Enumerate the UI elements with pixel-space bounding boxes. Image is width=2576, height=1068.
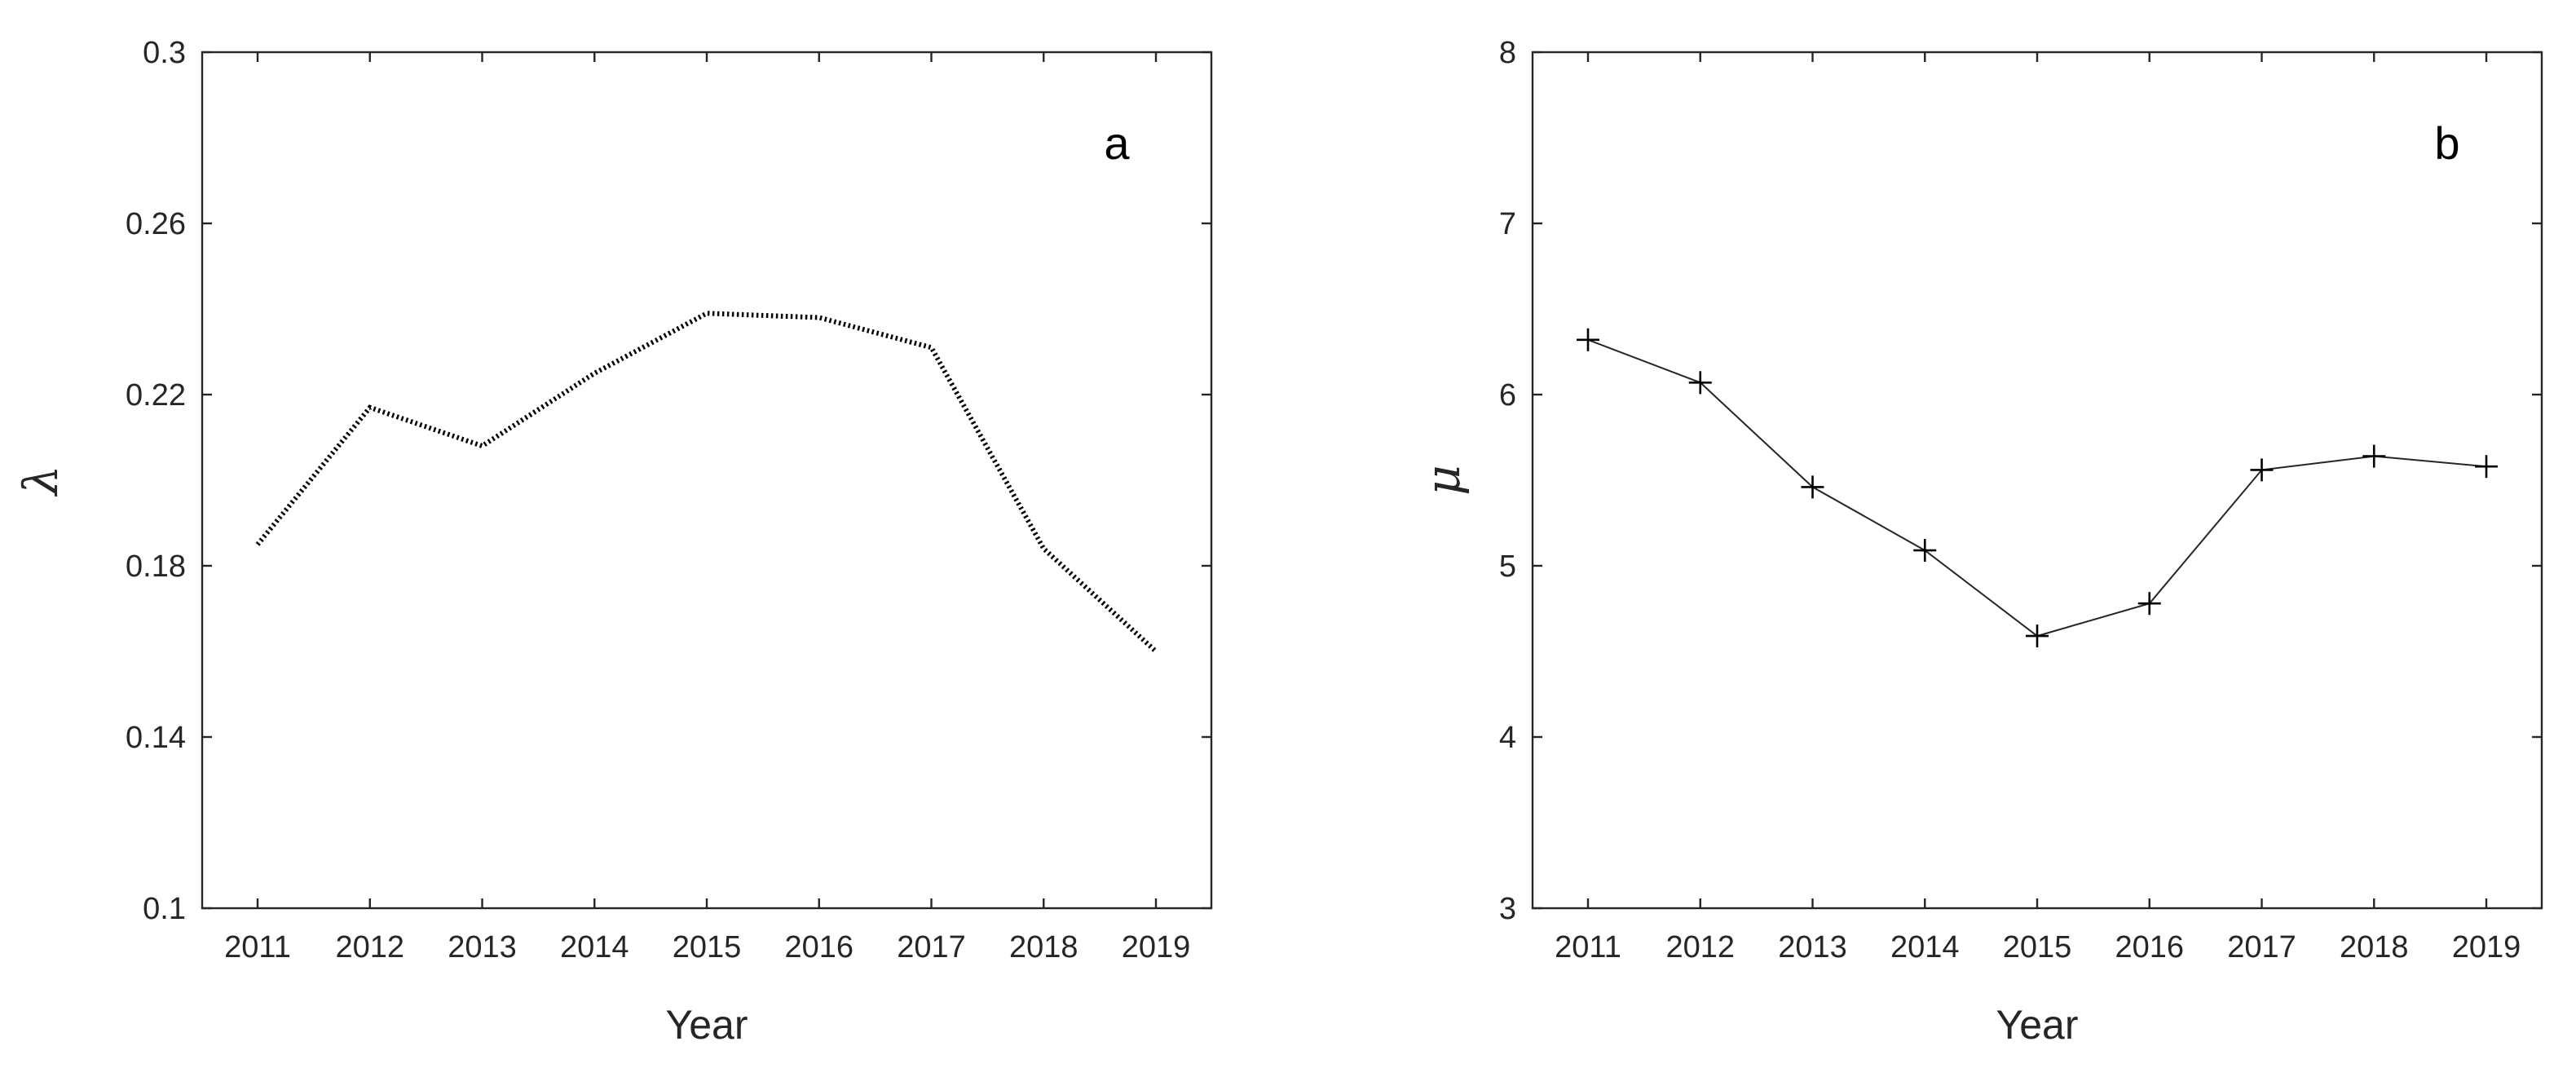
- x-tick-label-b: 2011: [1555, 930, 1621, 964]
- x-tick-label-b: 2014: [1890, 930, 1960, 964]
- y-axis-label-a: λ: [13, 466, 68, 497]
- panel-label-a: a: [1104, 117, 1130, 169]
- y-tick-label-a: 0.22: [126, 378, 186, 413]
- x-tick-label-a: 2019: [1122, 930, 1191, 964]
- series-line-a: [255, 311, 1158, 654]
- plot-frame-b: [1531, 51, 2543, 910]
- y-tick-label-b: 7: [1499, 207, 1516, 241]
- x-tick-labels-a: 2011 2012 2013 2014 2015 2016 2017 2018 2019: [224, 930, 1190, 964]
- y-tick-label-a: 0.3: [143, 36, 186, 70]
- plot-frame-a: [201, 51, 1213, 910]
- data-point-b: [2250, 458, 2274, 482]
- x-axis-label-a: Year: [665, 1002, 748, 1048]
- x-tick-label-a: 2018: [1009, 930, 1078, 964]
- data-point-b: [2362, 444, 2386, 468]
- x-tick-label-b: 2015: [2003, 930, 2072, 964]
- data-point-b: [1688, 371, 1712, 395]
- x-tick-label-b: 2013: [1778, 930, 1847, 964]
- x-axis-label-b: Year: [1996, 1002, 2078, 1048]
- y-tick-label-b: 8: [1499, 36, 1516, 70]
- chart-panel-a: 2011 2012 2013 2014 2015 2016 2017 2018 2019 0.1…: [13, 36, 1213, 1048]
- data-point-b: [1801, 475, 1824, 499]
- data-point-b: [1913, 539, 1937, 563]
- y-tick-label-b: 5: [1499, 549, 1516, 584]
- y-tick-labels-a: 0.1 0.14 0.18 0.22 0.26 0.3: [126, 36, 186, 926]
- x-tick-label-b: 2019: [2452, 930, 2521, 964]
- x-tick-label-a: 2017: [897, 930, 966, 964]
- y-tick-label-b: 4: [1499, 721, 1516, 755]
- x-tick-labels-b: 2011 2012 2013 2014 2015 2016 2017 2018 2019: [1555, 930, 2521, 964]
- series-line-b: [1587, 338, 2487, 638]
- x-tick-label-a: 2012: [335, 930, 404, 964]
- x-tick-label-b: 2017: [2227, 930, 2296, 964]
- data-point-b: [2026, 624, 2049, 648]
- y-tick-label-a: 0.14: [126, 721, 186, 755]
- data-point-b: [2475, 455, 2498, 479]
- y-tick-label-a: 0.1: [143, 892, 186, 926]
- axis-ticks-a: [202, 51, 1211, 910]
- x-tick-label-a: 2015: [673, 930, 742, 964]
- x-tick-label-a: 2013: [448, 930, 517, 964]
- series-group-b: [1577, 328, 2498, 648]
- chart-panel-b: 2011 2012 2013 2014 2015 2016 2017 2018 2019 3 4 5…: [1415, 36, 2543, 1048]
- data-point-b: [2137, 592, 2161, 616]
- y-tick-label-a: 0.18: [126, 549, 186, 584]
- series-group-a: [255, 311, 1158, 654]
- x-tick-label-a: 2016: [784, 930, 854, 964]
- y-axis-label-b: μ: [1415, 465, 1471, 496]
- x-tick-label-a: 2011: [224, 930, 291, 964]
- y-tick-label-b: 3: [1499, 892, 1516, 926]
- y-tick-labels-b: 3 4 5 6 7 8: [1499, 36, 1516, 926]
- y-tick-label-b: 6: [1499, 378, 1516, 413]
- axis-ticks-b: [1533, 51, 2542, 910]
- x-tick-label-b: 2018: [2340, 930, 2409, 964]
- x-tick-label-b: 2016: [2115, 930, 2184, 964]
- y-tick-label-a: 0.26: [126, 207, 186, 241]
- x-tick-label-a: 2014: [560, 930, 629, 964]
- panel-label-b: b: [2434, 117, 2459, 169]
- x-tick-label-b: 2012: [1665, 930, 1735, 964]
- data-point-b: [1577, 328, 1599, 351]
